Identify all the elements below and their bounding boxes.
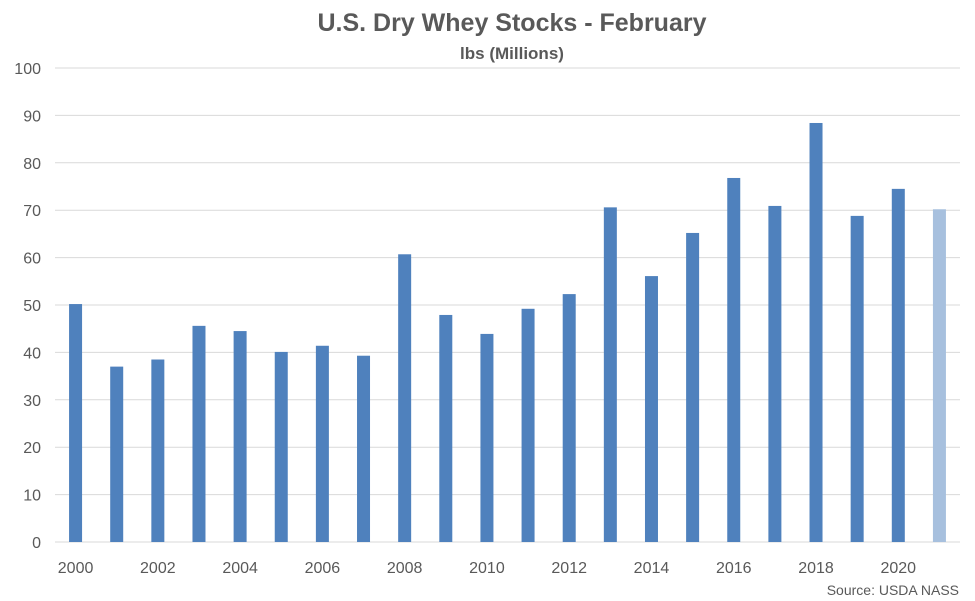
y-tick-label: 60 — [23, 251, 41, 268]
bar-2018 — [809, 122, 823, 542]
bar-2003 — [192, 325, 206, 542]
bar-2004 — [233, 331, 247, 542]
y-tick-label: 80 — [23, 156, 41, 173]
bar-2002 — [151, 359, 165, 542]
x-axis: 2000 2002 2004 2006 2008 2010 2012 2014 2016 2018… — [58, 560, 916, 577]
bar-2017 — [768, 205, 782, 542]
x-tick-label: 2004 — [222, 560, 258, 577]
x-tick-label: 2002 — [140, 560, 176, 577]
gridlines — [55, 67, 960, 543]
bar-2012 — [562, 294, 576, 542]
chart-subtitle: lbs (Millions) — [460, 44, 564, 63]
source-note: Source: USDA NASS — [827, 582, 959, 598]
y-tick-label: 50 — [23, 298, 41, 315]
bar-2001 — [110, 366, 124, 542]
x-tick-label: 2010 — [469, 560, 505, 577]
bar-2010 — [480, 333, 494, 542]
bars — [69, 122, 946, 543]
bar-2000 — [69, 304, 83, 542]
y-tick-label: 40 — [23, 345, 41, 362]
bar-2019 — [850, 215, 864, 542]
bar-2008 — [398, 254, 412, 543]
bar-2005 — [274, 351, 288, 542]
y-tick-label: 30 — [23, 393, 41, 410]
y-tick-label: 70 — [23, 203, 41, 220]
y-tick-label: 100 — [14, 61, 41, 78]
bar-2006 — [315, 345, 329, 542]
bar-2021 — [932, 209, 946, 542]
x-tick-label: 2018 — [798, 560, 834, 577]
bar-2007 — [357, 355, 371, 542]
bar-2020 — [891, 188, 905, 542]
y-tick-label: 0 — [32, 535, 41, 552]
x-tick-label: 2020 — [880, 560, 916, 577]
chart-title: U.S. Dry Whey Stocks - February — [317, 9, 706, 37]
bar-2009 — [439, 314, 453, 542]
bar-2014 — [644, 276, 658, 542]
x-tick-label: 2000 — [58, 560, 94, 577]
x-tick-label: 2014 — [634, 560, 670, 577]
y-tick-label: 90 — [23, 108, 41, 125]
x-tick-label: 2006 — [305, 560, 341, 577]
x-tick-label: 2016 — [716, 560, 752, 577]
y-tick-label: 20 — [23, 440, 41, 457]
bar-2011 — [521, 308, 535, 542]
x-tick-label: 2008 — [387, 560, 423, 577]
x-tick-label: 2012 — [551, 560, 587, 577]
bar-2015 — [686, 232, 700, 542]
bar-2016 — [727, 177, 741, 542]
bar-2013 — [603, 207, 617, 542]
y-axis: 0 10 20 30 40 50 60 70 80 90 100 — [14, 61, 41, 552]
y-tick-label: 10 — [23, 488, 41, 505]
